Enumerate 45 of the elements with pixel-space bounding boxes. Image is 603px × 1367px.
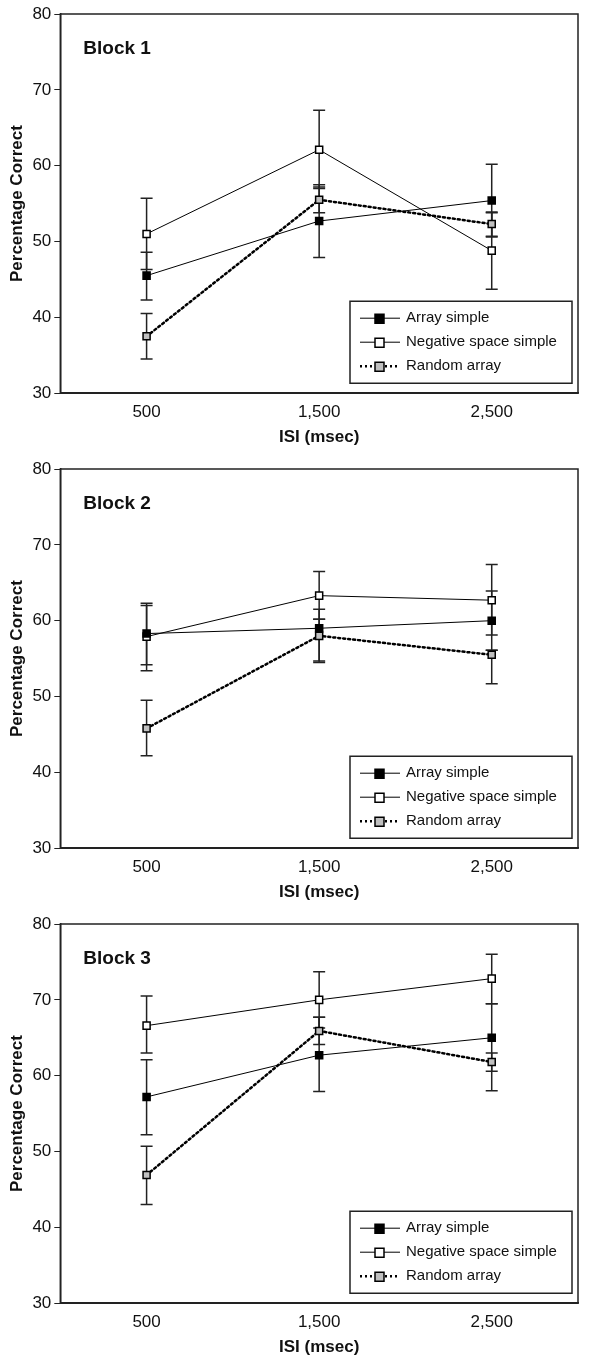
legend-label: Negative space simple xyxy=(406,1242,557,1260)
x-tick-label: 1,500 xyxy=(297,857,341,877)
legend-label: Array simple xyxy=(406,308,490,326)
legend-label: Negative space simple xyxy=(406,332,557,350)
y-tick-label: 60 xyxy=(32,1065,52,1085)
y-tick-label: 80 xyxy=(32,3,52,23)
y-tick-label: 70 xyxy=(32,534,52,554)
y-tick-label: 80 xyxy=(32,458,52,478)
x-tick-label: 1,500 xyxy=(297,1312,341,1332)
legend-label: Random array xyxy=(406,356,502,374)
y-tick-label: 40 xyxy=(32,762,52,782)
y-tick-label: 30 xyxy=(32,1292,52,1312)
legend-label: Array simple xyxy=(406,1218,490,1236)
x-tick-label: 500 xyxy=(132,402,161,422)
y-tick-label: 50 xyxy=(32,231,52,251)
x-tick-label: 500 xyxy=(132,857,161,877)
y-tick-label: 60 xyxy=(32,155,52,175)
x-tick-label: 1,500 xyxy=(297,402,341,422)
y-tick-label: 60 xyxy=(32,610,52,630)
y-axis-title: Percentage Correct xyxy=(6,124,26,283)
y-tick-label: 30 xyxy=(32,837,52,857)
text: Block 3 xyxy=(83,946,151,968)
x-tick-label: 2,500 xyxy=(470,857,513,877)
y-axis-title: Percentage Correct xyxy=(6,579,26,738)
legend-label: Array simple xyxy=(406,763,490,781)
y-tick-label: 70 xyxy=(32,989,52,1009)
legend-label: Negative space simple xyxy=(406,787,557,805)
y-tick-label: 50 xyxy=(32,1141,52,1161)
x-tick-label: 500 xyxy=(132,1312,161,1332)
text: Block 1 xyxy=(83,36,152,58)
legend-label: Random array xyxy=(406,1266,502,1284)
y-tick-label: 30 xyxy=(32,382,52,402)
y-axis-title: Percentage Correct xyxy=(6,1034,26,1193)
y-tick-label: 40 xyxy=(32,1217,52,1237)
y-tick-label: 80 xyxy=(32,913,52,933)
x-tick-label: 2,500 xyxy=(470,1312,513,1332)
x-axis-title: ISI (msec) xyxy=(279,427,360,447)
y-tick-label: 70 xyxy=(32,79,52,99)
y-tick-label: 40 xyxy=(32,307,52,327)
x-tick-label: 2,500 xyxy=(470,402,513,422)
legend-label: Random array xyxy=(406,811,502,829)
x-axis-title: ISI (msec) xyxy=(279,882,360,902)
text: Block 2 xyxy=(83,491,151,513)
y-tick-label: 50 xyxy=(32,686,52,706)
x-axis-title: ISI (msec) xyxy=(279,1337,360,1357)
